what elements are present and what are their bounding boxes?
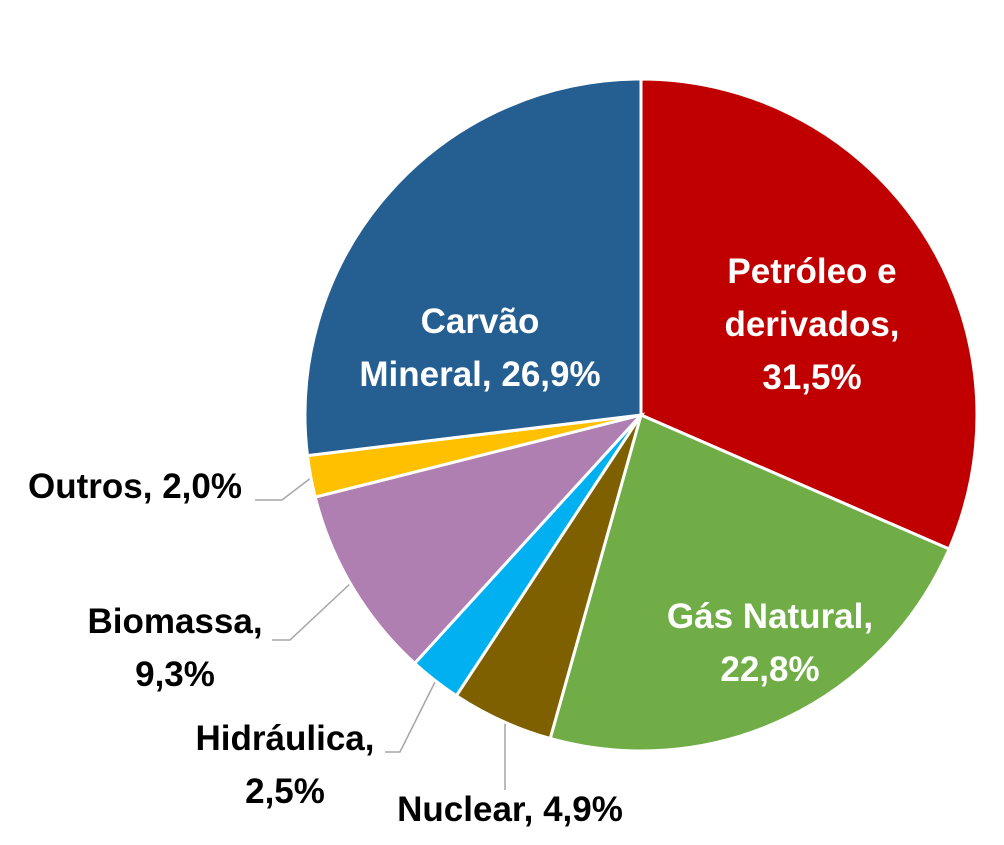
leader-line — [255, 473, 317, 501]
category-label: Outros, — [28, 467, 153, 506]
category-label: Biomassa, — [87, 602, 263, 641]
value-label: 31,5% — [762, 358, 862, 397]
slice-label: Petróleo e derivados, 31,5% — [724, 245, 899, 404]
slice-label: Nuclear, 4,9% — [397, 783, 623, 836]
pie-slice — [548, 412, 952, 753]
slice-label: Biomassa, 9,3% — [87, 595, 262, 701]
value-label: 26,9% — [501, 355, 601, 394]
category-label: Nuclear, — [397, 790, 534, 829]
slice-label: Gás Natural, 22,8% — [667, 590, 873, 696]
slice-label: Outros, 2,0% — [28, 460, 242, 513]
category-label: Hidráulica, — [195, 719, 375, 758]
slice-label: Carvão Mineral, 26,9% — [359, 295, 600, 401]
pie-slice — [639, 77, 979, 552]
value-label: 4,9% — [543, 790, 623, 829]
leader-line — [272, 581, 353, 641]
category-label: Petróleo e derivados, — [724, 252, 900, 344]
leader-line — [385, 679, 437, 753]
value-label: 2,0% — [162, 467, 242, 506]
value-label: 2,5% — [245, 772, 325, 811]
leader-lines — [255, 473, 506, 790]
value-label: 22,8% — [720, 650, 820, 689]
category-label: Gás Natural, — [666, 597, 874, 636]
slice-label: Hidráulica, 2,5% — [196, 712, 375, 818]
category-label: Carvão Mineral, — [359, 302, 540, 394]
value-label: 9,3% — [135, 655, 215, 694]
pie-slice — [303, 77, 643, 458]
